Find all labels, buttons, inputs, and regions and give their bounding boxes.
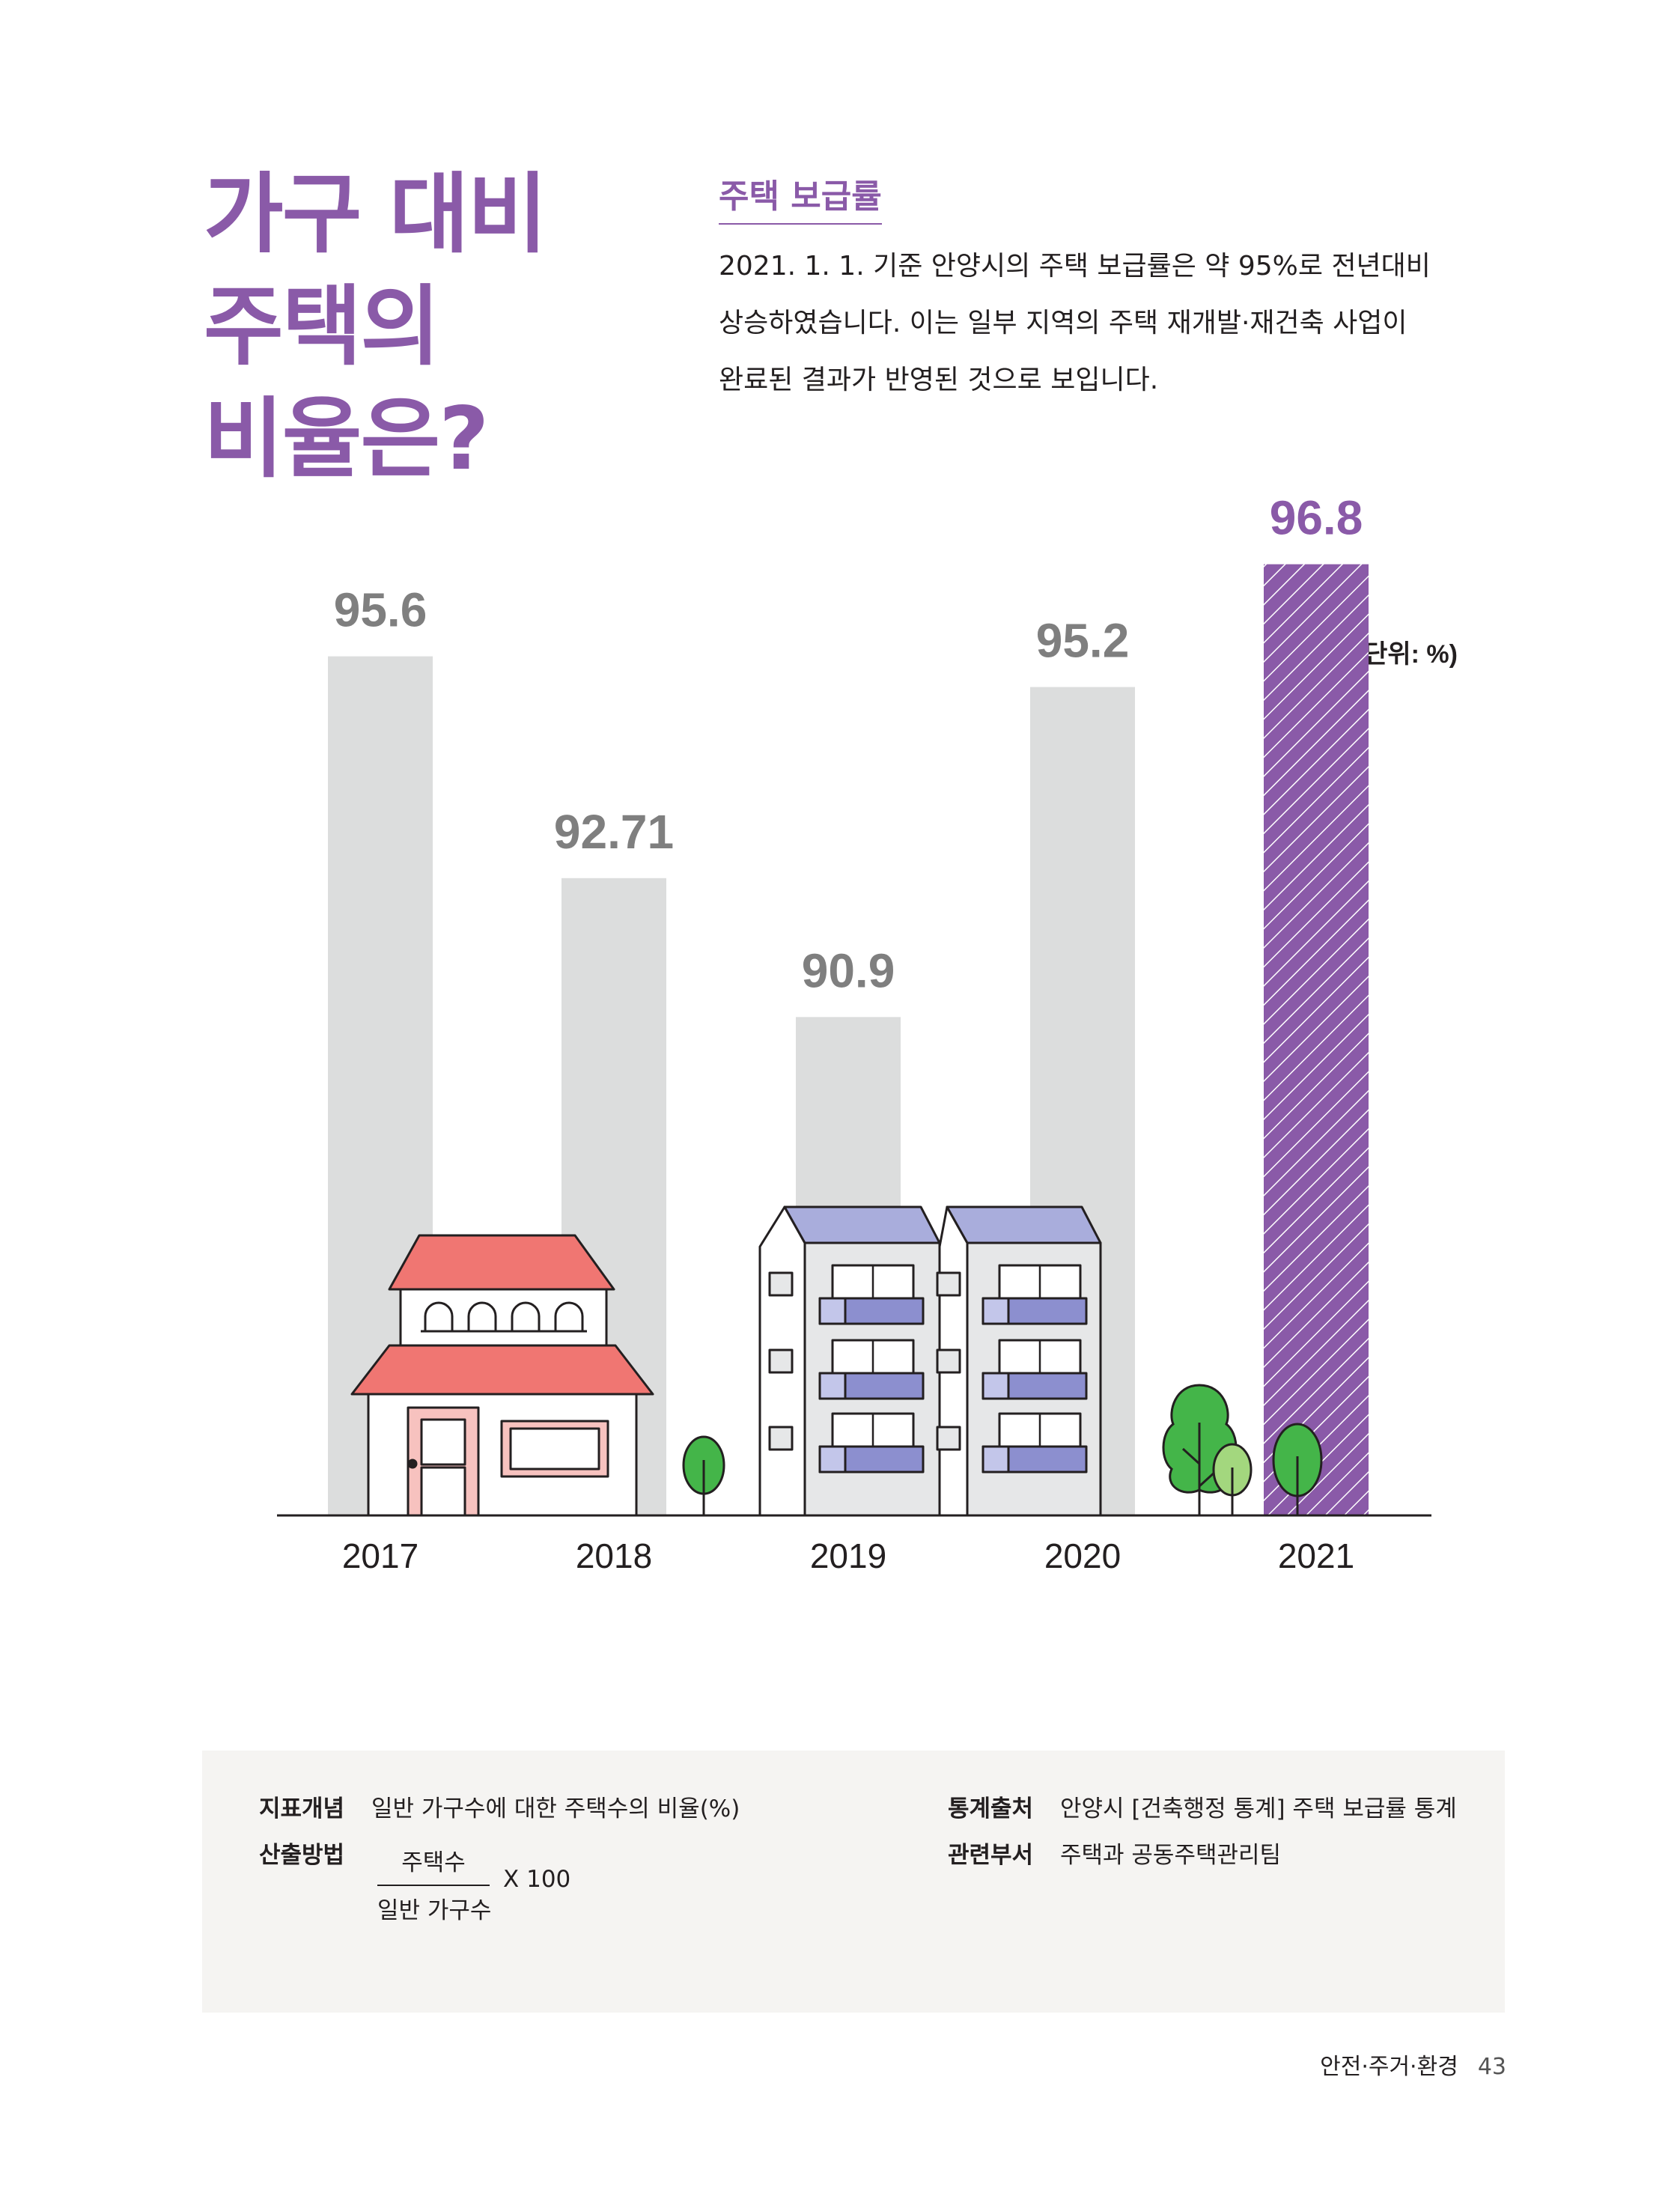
description-line-2: 상승하였습니다. 이는 일부 지역의 주택 재개발·재건축 사업이 <box>719 308 1407 338</box>
concept-label: 지표개념 <box>259 1795 345 1822</box>
x-axis-labels: 2017 2018 2019 2020 2021 <box>342 1536 1354 1575</box>
description-line-1: 2021. 1. 1. 기준 안양시의 주택 보급률은 약 95%로 전년대비 <box>719 251 1431 282</box>
value-label-2018: 92.71 <box>554 805 674 859</box>
page-footer: 안전·주거·환경 43 <box>1320 2048 1506 2081</box>
section-title: 주택 보급률 <box>719 169 882 225</box>
formula-multiplier: X 100 <box>503 1866 571 1893</box>
dept-label: 관련부서 <box>948 1842 1034 1869</box>
formula-numerator: 주택수 <box>377 1843 490 1886</box>
x-label-2019: 2019 <box>810 1536 886 1575</box>
headline-line-3: 비율은? <box>204 389 489 490</box>
method-row: 산출방법 <box>259 1836 371 1870</box>
description-line-3: 완료된 결과가 반영된 것으로 보입니다. <box>719 365 1159 395</box>
x-label-2018: 2018 <box>576 1536 652 1575</box>
value-label-2019: 90.9 <box>802 943 895 997</box>
value-label-2017: 95.6 <box>334 583 427 637</box>
description: 2021. 1. 1. 기준 안양시의 주택 보급률은 약 95%로 전년대비 … <box>719 238 1482 409</box>
headline-line-1: 가구 대비 <box>204 164 547 265</box>
headline: 가구 대비 주택의 비율은? <box>204 159 547 496</box>
dept-value: 주택과 공동주택관리팀 <box>1060 1842 1282 1869</box>
value-label-2020: 95.2 <box>1036 614 1130 668</box>
apartment-illustration <box>758 1205 1102 1517</box>
x-label-2017: 2017 <box>342 1536 419 1575</box>
bar-2021 <box>1264 564 1369 1515</box>
page-number: 43 <box>1477 2054 1506 2080</box>
trees-illustration <box>1162 1384 1323 1515</box>
x-label-2020: 2020 <box>1044 1536 1121 1575</box>
house-illustration <box>350 1234 654 1517</box>
info-box: 지표개념 일반 가구수에 대한 주택수의 비율(%) 산출방법 주택수 일반 가구… <box>202 1751 1505 2013</box>
formula-denominator: 일반 가구수 <box>377 1897 492 1924</box>
method-label: 산출방법 <box>259 1842 345 1869</box>
value-labels: 95.6 92.71 90.9 95.2 96.8 <box>334 491 1363 998</box>
unit-label: (단위: %) <box>1356 640 1458 669</box>
source-value: 안양시 [건축행정 통계] 주택 보급률 통계 <box>1060 1795 1457 1822</box>
tree-illustration <box>682 1435 725 1515</box>
source-row: 통계출처 안양시 [건축행정 통계] 주택 보급률 통계 <box>948 1789 1457 1823</box>
concept-value: 일반 가구수에 대한 주택수의 비율(%) <box>371 1795 740 1822</box>
value-label-2021: 96.8 <box>1270 491 1363 545</box>
x-label-2021: 2021 <box>1278 1536 1354 1575</box>
concept-row: 지표개념 일반 가구수에 대한 주택수의 비율(%) <box>259 1789 740 1823</box>
footer-section: 안전·주거·환경 <box>1320 2054 1458 2080</box>
headline-line-2: 주택의 <box>204 276 440 377</box>
dept-row: 관련부서 주택과 공동주택관리팀 <box>948 1836 1281 1870</box>
source-label: 통계출처 <box>948 1795 1034 1822</box>
